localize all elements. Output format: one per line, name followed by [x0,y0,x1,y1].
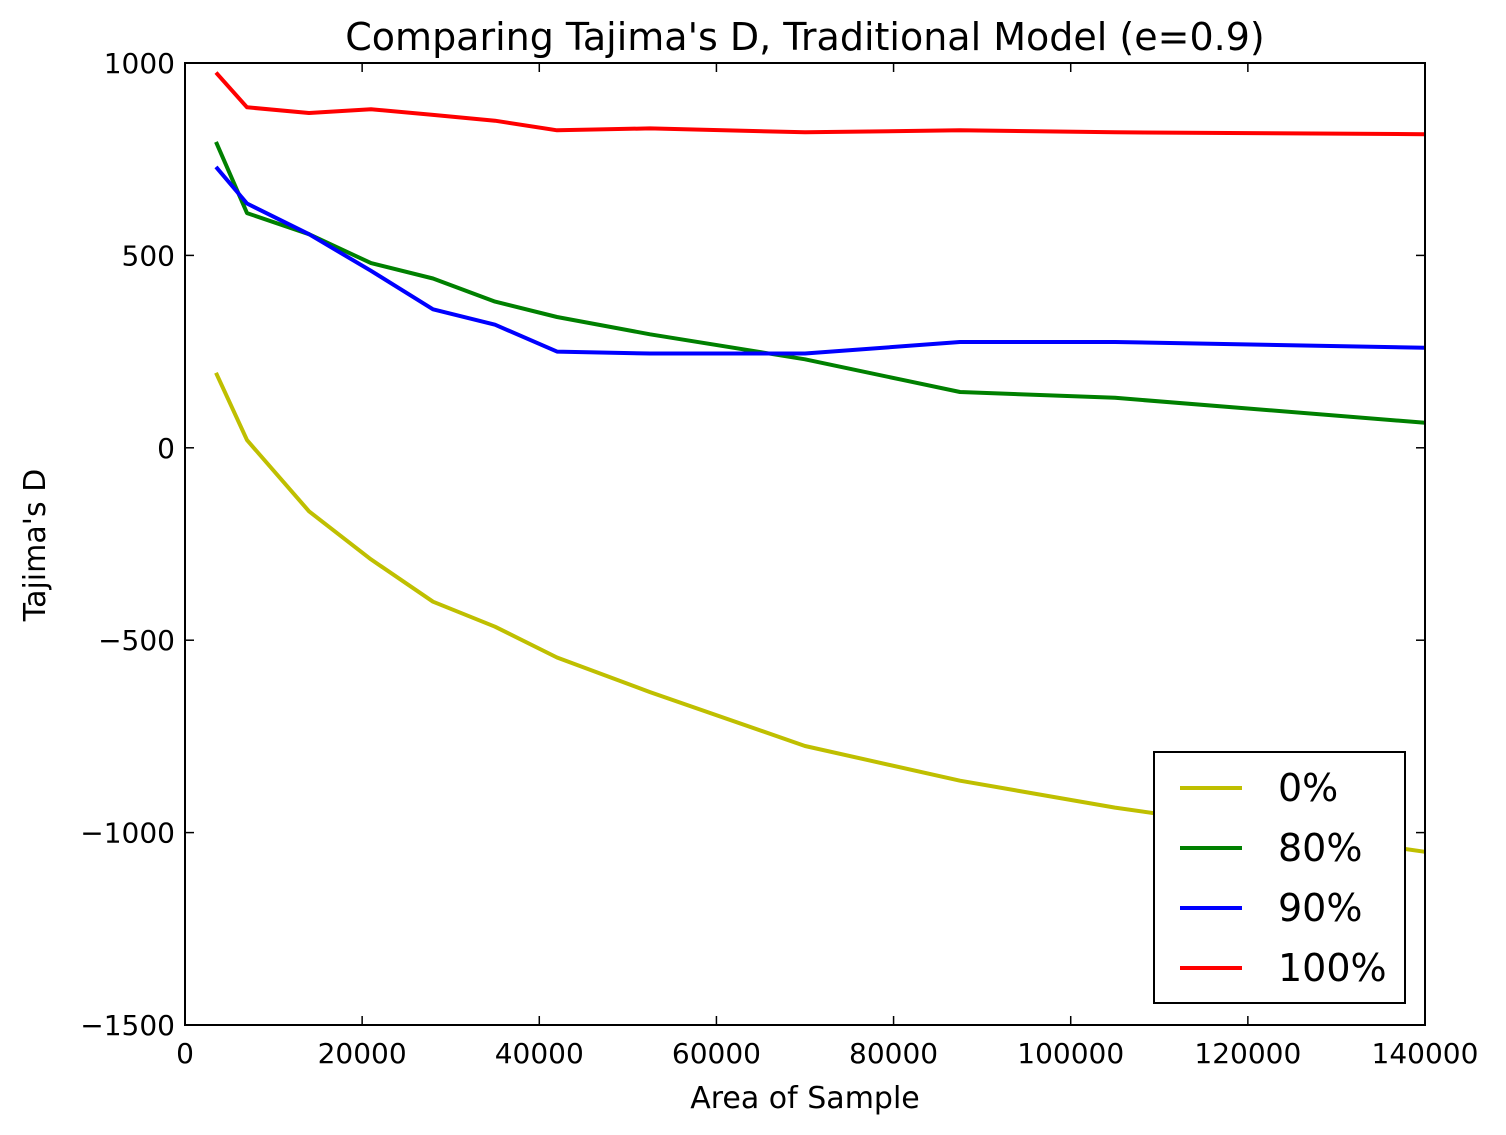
y-tick-label: 0 [157,432,175,465]
ticks-layer: 0 20000 40000 60000 80000 100000 120000 140000 −… [80,47,1478,1070]
chart-title: Comparing Tajima's D, Traditional Model … [345,15,1264,59]
x-tick-label: 20000 [318,1037,407,1070]
x-tick-label: 60000 [672,1037,761,1070]
x-tick-label: 140000 [1372,1037,1479,1070]
y-axis-label: Tajima's D [18,469,53,623]
x-tick-label: 100000 [1017,1037,1124,1070]
series-line-3 [214,71,1426,137]
legend-label: 0% [1278,766,1338,810]
x-tick-label: 40000 [495,1037,584,1070]
series-line-2 [214,165,1426,356]
series-line-1 [214,141,1426,425]
x-tick-label: 0 [176,1037,194,1070]
y-tick-label: −1000 [80,817,175,850]
series-layer [214,71,1426,854]
legend-label: 90% [1278,886,1362,930]
y-tick-label: −500 [98,624,175,657]
y-tick-label: −1500 [80,1009,175,1042]
plot-frame [184,62,1426,1026]
legend: 0% 80% 90% 100% [1153,751,1406,1004]
legend-box [1153,751,1406,1004]
x-axis-label: Area of Sample [690,1081,920,1116]
y-tick-label: 1000 [104,47,175,80]
series-line-0 [214,371,1426,854]
legend-label: 80% [1278,826,1362,870]
x-tick-label: 80000 [849,1037,938,1070]
x-tick-label: 120000 [1194,1037,1301,1070]
legend-label: 100% [1278,946,1387,990]
y-tick-label: 500 [122,239,175,272]
